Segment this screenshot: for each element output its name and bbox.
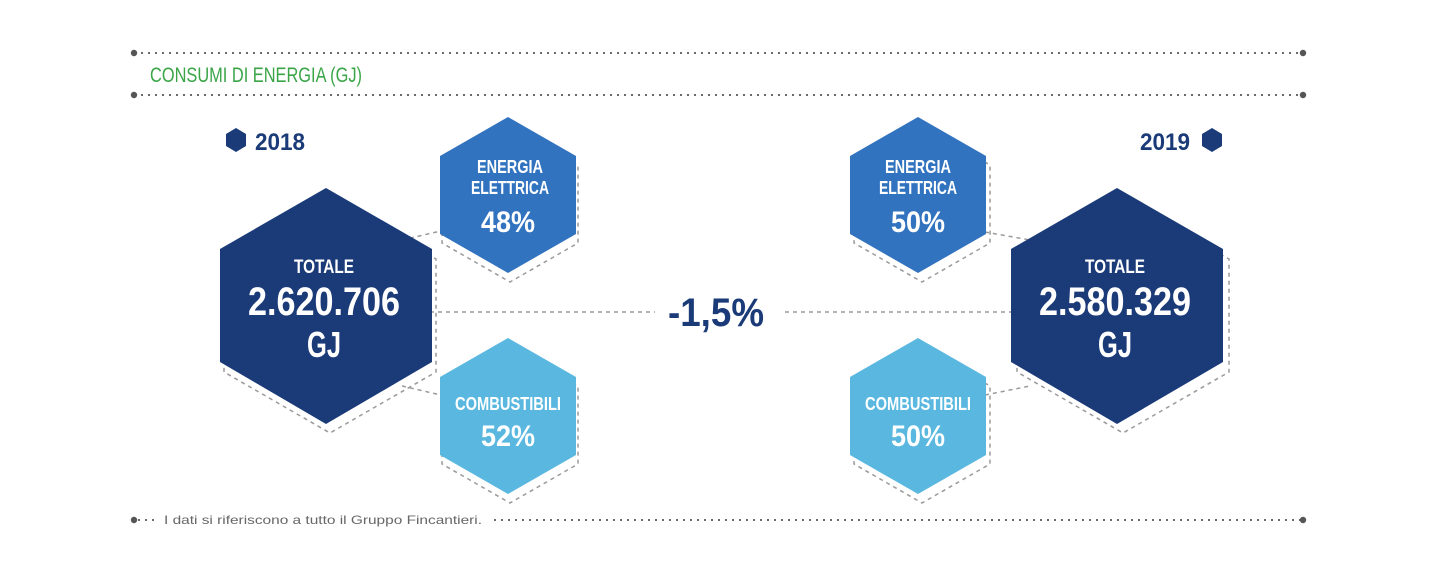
electric-label-line2: ELETTRICA xyxy=(879,178,957,198)
header-rules xyxy=(130,49,1307,99)
fuel-percent: 50% xyxy=(891,420,945,453)
fuel-percent: 52% xyxy=(481,420,535,453)
hexagon-bullet-icon xyxy=(1202,128,1222,152)
year-label: 2019 xyxy=(1140,129,1190,156)
fuel-label: COMBUSTIBILI xyxy=(865,394,971,414)
electric-hexagon-2019: ENERGIA ELETTRICA 50% xyxy=(850,117,991,283)
footer-note: I dati si riferiscono a tutto il Gruppo … xyxy=(164,513,482,527)
fuel-label: COMBUSTIBILI xyxy=(455,394,561,414)
total-value: 2.620.706 xyxy=(248,280,400,324)
total-label: TOTALE xyxy=(1085,257,1145,278)
connector-lines xyxy=(401,229,1031,397)
total-unit: GJ xyxy=(1098,324,1132,365)
fuel-hexagon-2019: COMBUSTIBILI 50% xyxy=(850,338,991,504)
year-marker-2019: 2019 xyxy=(1140,128,1222,156)
electric-percent: 50% xyxy=(891,206,945,239)
year-label: 2018 xyxy=(255,129,305,156)
electric-label-line2: ELETTRICA xyxy=(471,178,549,198)
total-unit: GJ xyxy=(307,324,341,365)
total-value: 2.580.329 xyxy=(1039,280,1191,324)
electric-label-line1: ENERGIA xyxy=(477,157,543,177)
hexagon-bullet-icon xyxy=(226,128,246,152)
total-hexagon-2018: TOTALE 2.620.706 GJ xyxy=(220,188,437,434)
electric-percent: 48% xyxy=(481,206,535,239)
electric-hexagon-2018: ENERGIA ELETTRICA 48% xyxy=(440,117,579,283)
fuel-hexagon-2018: COMBUSTIBILI 52% xyxy=(440,338,579,504)
delta-percent: -1,5% xyxy=(668,291,764,335)
total-label: TOTALE xyxy=(294,257,354,278)
section-title: CONSUMI DI ENERGIA (GJ) xyxy=(150,64,362,87)
footer-rule xyxy=(130,516,1307,524)
electric-label-line1: ENERGIA xyxy=(885,157,951,177)
year-marker-2018: 2018 xyxy=(226,128,305,156)
total-hexagon-2019: TOTALE 2.580.329 GJ xyxy=(1011,188,1230,434)
